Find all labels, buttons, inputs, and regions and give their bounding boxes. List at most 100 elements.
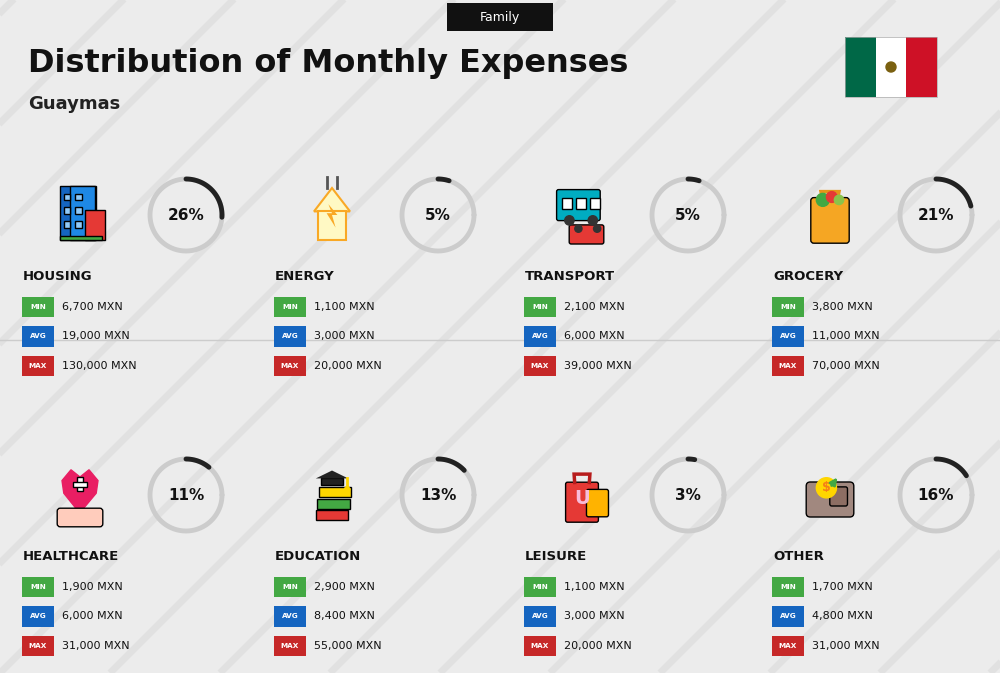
FancyBboxPatch shape xyxy=(557,190,600,221)
Text: 1,900 MXN: 1,900 MXN xyxy=(62,582,123,592)
Text: 21%: 21% xyxy=(918,207,954,223)
FancyBboxPatch shape xyxy=(772,577,804,597)
Text: AVG: AVG xyxy=(30,334,46,339)
FancyBboxPatch shape xyxy=(524,297,556,317)
FancyBboxPatch shape xyxy=(772,297,804,317)
FancyBboxPatch shape xyxy=(60,236,102,240)
FancyBboxPatch shape xyxy=(772,356,804,376)
Text: AVG: AVG xyxy=(532,334,548,339)
FancyBboxPatch shape xyxy=(274,297,306,317)
Polygon shape xyxy=(327,204,337,227)
FancyBboxPatch shape xyxy=(566,482,598,522)
Text: MIN: MIN xyxy=(780,304,796,310)
FancyBboxPatch shape xyxy=(586,489,608,517)
Text: OTHER: OTHER xyxy=(773,551,824,563)
Text: HOUSING: HOUSING xyxy=(23,271,93,283)
Text: 1,100 MXN: 1,100 MXN xyxy=(314,302,375,312)
FancyBboxPatch shape xyxy=(22,297,54,317)
Text: GROCERY: GROCERY xyxy=(773,271,843,283)
FancyBboxPatch shape xyxy=(830,487,847,506)
Text: 6,000 MXN: 6,000 MXN xyxy=(62,612,123,621)
Text: 55,000 MXN: 55,000 MXN xyxy=(314,641,382,651)
FancyBboxPatch shape xyxy=(319,487,351,497)
Text: MAX: MAX xyxy=(29,363,47,369)
FancyBboxPatch shape xyxy=(524,577,556,597)
FancyBboxPatch shape xyxy=(85,209,105,240)
Text: 8,400 MXN: 8,400 MXN xyxy=(314,612,375,621)
Text: AVG: AVG xyxy=(532,614,548,620)
Text: 20,000 MXN: 20,000 MXN xyxy=(314,361,382,371)
Text: MIN: MIN xyxy=(532,584,548,590)
FancyBboxPatch shape xyxy=(57,508,103,527)
FancyBboxPatch shape xyxy=(772,636,804,656)
FancyBboxPatch shape xyxy=(64,194,70,201)
Text: MAX: MAX xyxy=(779,643,797,649)
Text: MIN: MIN xyxy=(30,584,46,590)
FancyBboxPatch shape xyxy=(524,606,556,627)
Text: MIN: MIN xyxy=(30,304,46,310)
Text: MAX: MAX xyxy=(779,363,797,369)
FancyBboxPatch shape xyxy=(876,37,906,97)
Text: 13%: 13% xyxy=(420,487,456,503)
Text: 130,000 MXN: 130,000 MXN xyxy=(62,361,137,371)
Polygon shape xyxy=(316,470,348,479)
FancyBboxPatch shape xyxy=(590,199,600,209)
FancyBboxPatch shape xyxy=(316,510,348,520)
Text: 20,000 MXN: 20,000 MXN xyxy=(564,641,632,651)
FancyBboxPatch shape xyxy=(22,577,54,597)
Text: Guaymas: Guaymas xyxy=(28,96,120,113)
FancyBboxPatch shape xyxy=(569,225,604,244)
FancyBboxPatch shape xyxy=(811,198,849,243)
Text: 5%: 5% xyxy=(675,207,701,223)
Text: $: $ xyxy=(822,481,831,494)
FancyBboxPatch shape xyxy=(772,326,804,347)
Text: ENERGY: ENERGY xyxy=(275,271,335,283)
Text: AVG: AVG xyxy=(282,334,298,339)
FancyBboxPatch shape xyxy=(806,482,854,517)
FancyBboxPatch shape xyxy=(75,221,82,227)
FancyBboxPatch shape xyxy=(906,37,937,97)
Text: 3,000 MXN: 3,000 MXN xyxy=(314,332,375,341)
FancyBboxPatch shape xyxy=(64,207,70,214)
Polygon shape xyxy=(62,470,98,513)
FancyBboxPatch shape xyxy=(524,356,556,376)
Text: EDUCATION: EDUCATION xyxy=(275,551,361,563)
FancyBboxPatch shape xyxy=(845,37,876,97)
FancyBboxPatch shape xyxy=(317,499,350,509)
Text: 70,000 MXN: 70,000 MXN xyxy=(812,361,880,371)
FancyBboxPatch shape xyxy=(576,199,586,209)
FancyBboxPatch shape xyxy=(274,326,306,347)
Circle shape xyxy=(886,62,896,72)
FancyBboxPatch shape xyxy=(64,221,70,227)
Text: MAX: MAX xyxy=(531,363,549,369)
FancyBboxPatch shape xyxy=(524,636,556,656)
Text: 3,000 MXN: 3,000 MXN xyxy=(564,612,625,621)
Text: MAX: MAX xyxy=(29,643,47,649)
Text: 6,000 MXN: 6,000 MXN xyxy=(564,332,625,341)
FancyBboxPatch shape xyxy=(22,356,54,376)
Circle shape xyxy=(345,487,350,492)
Text: MIN: MIN xyxy=(282,584,298,590)
Text: MAX: MAX xyxy=(281,643,299,649)
Text: 11,000 MXN: 11,000 MXN xyxy=(812,332,880,341)
Text: 1,100 MXN: 1,100 MXN xyxy=(564,582,625,592)
Text: 31,000 MXN: 31,000 MXN xyxy=(812,641,880,651)
FancyBboxPatch shape xyxy=(274,606,306,627)
Text: Distribution of Monthly Expenses: Distribution of Monthly Expenses xyxy=(28,48,628,79)
FancyBboxPatch shape xyxy=(22,606,54,627)
Text: MIN: MIN xyxy=(780,584,796,590)
Text: 31,000 MXN: 31,000 MXN xyxy=(62,641,130,651)
Text: LEISURE: LEISURE xyxy=(525,551,587,563)
Circle shape xyxy=(834,195,844,205)
FancyBboxPatch shape xyxy=(73,483,87,487)
FancyBboxPatch shape xyxy=(70,186,95,240)
Circle shape xyxy=(816,193,829,207)
Text: 4,800 MXN: 4,800 MXN xyxy=(812,612,873,621)
Circle shape xyxy=(816,478,836,498)
FancyBboxPatch shape xyxy=(772,606,804,627)
Text: 16%: 16% xyxy=(918,487,954,503)
Text: 2,900 MXN: 2,900 MXN xyxy=(314,582,375,592)
FancyBboxPatch shape xyxy=(274,356,306,376)
Text: 5%: 5% xyxy=(425,207,451,223)
FancyBboxPatch shape xyxy=(562,199,572,209)
